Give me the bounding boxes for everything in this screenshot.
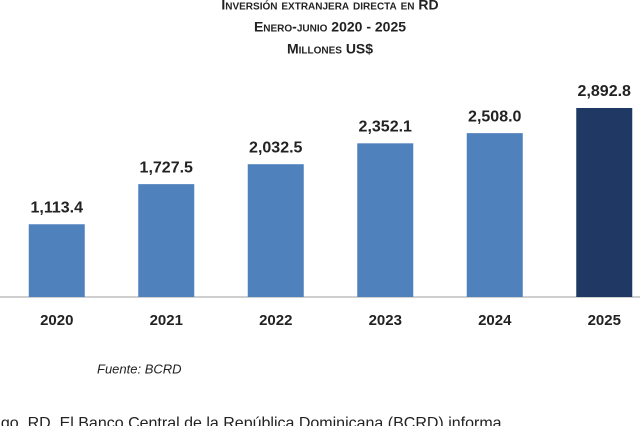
bar: [466, 133, 523, 297]
source: Fuente: BCRD: [97, 361, 182, 376]
chart-subtitle: Enero-junio 2020 - 2025: [254, 19, 406, 35]
bar: [247, 164, 304, 297]
bar: [138, 184, 195, 297]
x-tick-label: 2023: [369, 312, 402, 329]
x-tick-label: 2020: [40, 312, 73, 329]
chart-title: Inversión extranjera directa en RD: [221, 0, 438, 13]
value-label: 1,727.5: [140, 159, 193, 176]
value-label: 2,352.1: [359, 119, 412, 136]
units-label: Millones US$: [287, 41, 373, 57]
bar: [28, 224, 85, 297]
value-label: 2,892.8: [578, 83, 631, 100]
value-label: 1,113.4: [31, 199, 84, 216]
x-tick-label: 2021: [150, 312, 183, 329]
x-tick-label: 2025: [588, 312, 621, 329]
bar: [576, 108, 633, 297]
footer-text: ngo, RD. El Banco Central de la Repúblic…: [0, 415, 502, 426]
value-label: 2,032.5: [249, 139, 302, 156]
value-label: 2,508.0: [468, 108, 521, 125]
bar: [357, 143, 414, 297]
x-tick-label: 2024: [478, 312, 512, 329]
x-tick-label: 2022: [259, 312, 292, 329]
